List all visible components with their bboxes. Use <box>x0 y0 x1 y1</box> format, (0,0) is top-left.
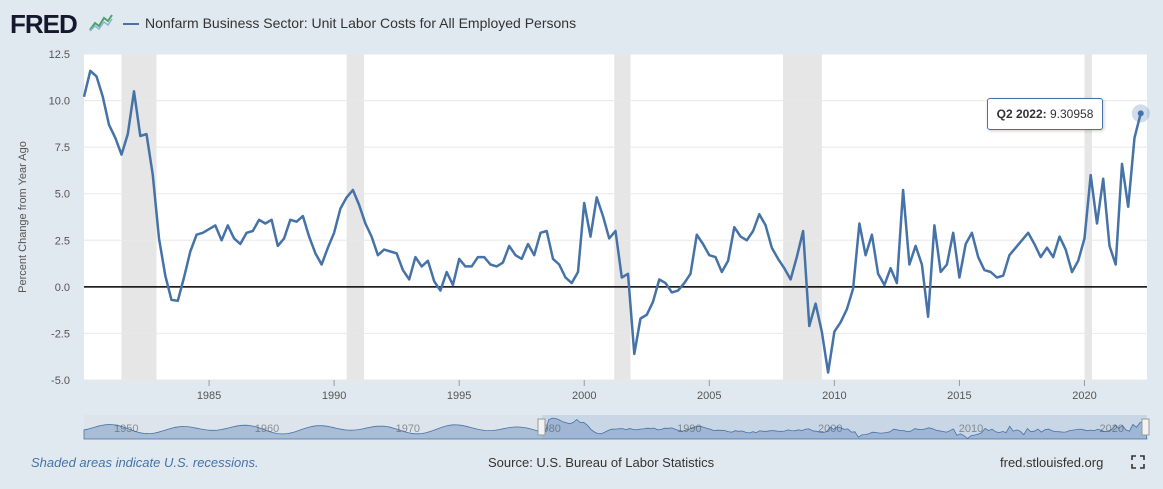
tooltip-value: 9.30958 <box>1050 107 1094 121</box>
navigator-series <box>83 417 1148 440</box>
y-tick-label: 5.0 <box>55 189 70 201</box>
x-tick-label: 2000 <box>572 390 596 402</box>
navigator-year-label: 2010 <box>959 423 983 435</box>
fred-chart-icon <box>89 12 113 32</box>
y-tick-label: -2.5 <box>51 328 70 340</box>
y-tick-label: 12.5 <box>49 49 70 61</box>
navigator-year-label: 2000 <box>818 423 842 435</box>
recession-band <box>1084 54 1092 380</box>
recession-band <box>121 54 157 380</box>
x-axis-ticks: 1985 1990 1995 2000 2005 2010 2015 2020 <box>197 380 1097 402</box>
x-tick-label: 2010 <box>822 390 846 402</box>
navigator-labels: 1950 1960 1970 1980 1990 2000 2010 2020 <box>114 423 1124 435</box>
recession-bands <box>121 54 1092 380</box>
tooltip-period: Q2 2022: <box>996 107 1047 121</box>
navigator-year-label: 1990 <box>677 423 701 435</box>
navigator-handle-right[interactable] <box>1141 418 1150 436</box>
source-note: Source: U.S. Bureau of Labor Statistics <box>488 455 715 470</box>
x-tick-label: 2015 <box>947 390 971 402</box>
legend-swatch <box>123 23 139 25</box>
fullscreen-icon[interactable] <box>1131 455 1145 469</box>
site-link[interactable]: fred.stlouisfed.org <box>1000 455 1104 470</box>
data-tooltip: Q2 2022: 9.30958 <box>987 98 1103 130</box>
series-title[interactable]: Nonfarm Business Sector: Unit Labor Cost… <box>145 15 577 31</box>
y-tick-label: 7.5 <box>55 142 70 154</box>
chart-header: FRED Nonfarm Business Sector: Unit Labor… <box>0 0 1163 46</box>
y-tick-label: 10.0 <box>49 96 70 108</box>
y-tick-label: 2.5 <box>55 235 70 247</box>
x-tick-label: 2020 <box>1072 390 1096 402</box>
y-tick-label: -5.0 <box>51 375 70 387</box>
x-tick-label: 1990 <box>322 390 346 402</box>
navigator-year-label: 1950 <box>114 423 138 435</box>
navigator-year-label: 1960 <box>255 423 279 435</box>
y-axis-label: Percent Change from Year Ago <box>17 141 29 293</box>
y-tick-label: 0.0 <box>55 282 70 294</box>
navigator-handle-left[interactable] <box>537 418 546 436</box>
recession-note: Shaded areas indicate U.S. recessions. <box>31 455 259 470</box>
recession-band <box>614 54 631 380</box>
highlight-point[interactable] <box>1137 110 1144 117</box>
navigator-year-label: 2020 <box>1100 423 1124 435</box>
x-tick-label: 1985 <box>197 390 221 402</box>
x-tick-label: 2005 <box>697 390 721 402</box>
recession-band <box>783 54 822 380</box>
fred-logo[interactable]: FRED <box>10 9 78 39</box>
navigator-year-label: 1970 <box>396 423 420 435</box>
x-tick-label: 1995 <box>447 390 471 402</box>
recession-band <box>346 54 365 380</box>
y-axis-ticks: 12.5 10.0 7.5 5.0 2.5 0.0 -2.5 -5.0 <box>49 49 70 387</box>
series-line <box>82 69 1142 374</box>
